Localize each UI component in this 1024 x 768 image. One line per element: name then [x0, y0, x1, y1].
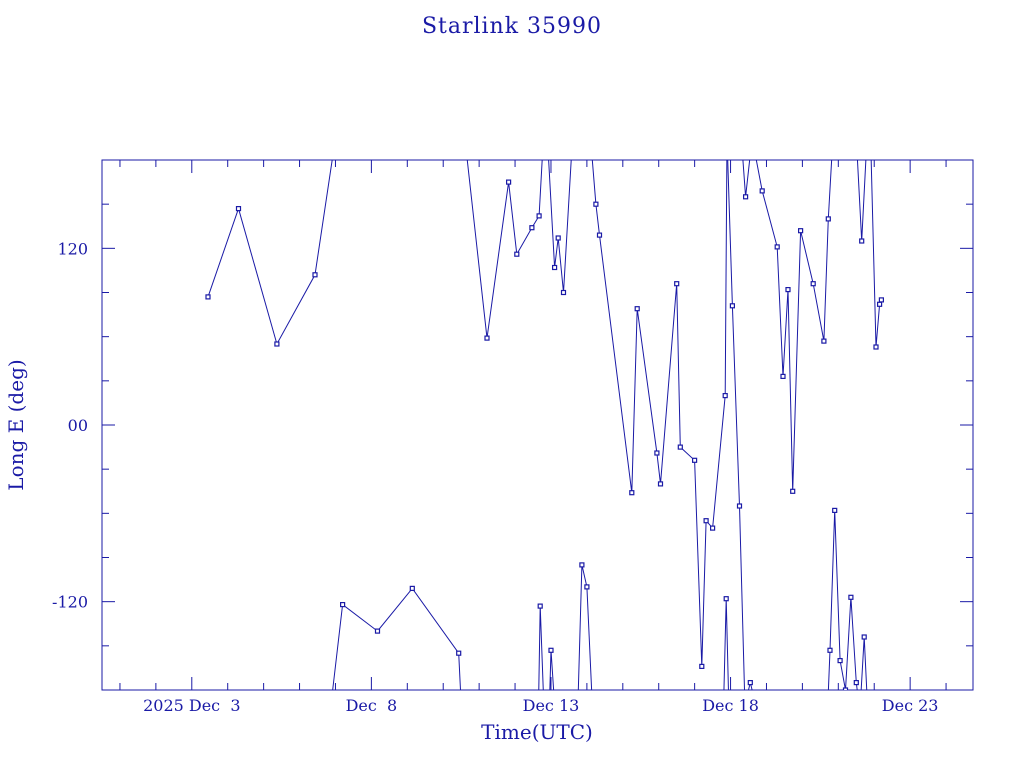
y-axis-title: Long E (deg)	[4, 359, 28, 490]
data-point	[555, 235, 561, 241]
data-point	[548, 647, 554, 653]
data-point	[584, 584, 590, 590]
data-point	[723, 596, 729, 602]
data-point	[506, 179, 512, 185]
series-line-2	[332, 587, 461, 690]
data-point	[747, 679, 753, 686]
data-point	[742, 194, 749, 200]
data-point	[484, 335, 490, 341]
data-point	[837, 657, 843, 664]
data-point	[699, 663, 705, 670]
data-point	[536, 213, 542, 219]
data-point	[456, 650, 462, 656]
x-tick-label: 2025 Dec 3	[143, 696, 240, 715]
series-line-5	[577, 564, 593, 690]
series-line-1	[207, 160, 333, 346]
data-point	[842, 687, 849, 690]
axis-tick-labels: 2025 Dec 3 Dec 8 Dec 13 Dec 18 Dec 23 120 00 -1…	[52, 239, 938, 715]
series-line-6	[591, 160, 728, 667]
chart-title: Starlink 35990	[421, 14, 603, 39]
data-point	[629, 490, 635, 496]
y-tick-label: -120	[52, 593, 88, 612]
data-point	[810, 281, 816, 287]
series-line-3	[466, 160, 572, 339]
data-point	[861, 634, 867, 640]
data-point	[729, 303, 736, 309]
series-line-8	[727, 160, 753, 690]
data-point	[657, 481, 664, 487]
series-line-12	[860, 636, 868, 690]
data-point	[759, 188, 765, 194]
data-point	[780, 373, 786, 379]
data-point	[312, 272, 318, 278]
y-tick-label: 00	[68, 416, 88, 435]
y-tick-label: 120	[57, 239, 88, 258]
data-point	[579, 562, 585, 568]
data-point	[634, 306, 640, 312]
data-point	[560, 289, 567, 296]
data-point	[235, 206, 242, 212]
data-point	[853, 679, 859, 686]
data-point	[821, 338, 827, 344]
series-line-9	[742, 160, 833, 492]
data-point	[537, 603, 543, 609]
data-point	[205, 294, 211, 300]
data-point	[674, 281, 680, 287]
series-line-4	[538, 606, 555, 690]
data-point	[677, 444, 683, 450]
data-point	[709, 525, 716, 531]
plot-frame	[101, 159, 974, 691]
data-point	[797, 228, 804, 234]
data-point	[691, 457, 698, 463]
data-point	[374, 628, 381, 634]
data-point	[790, 488, 796, 494]
data-point	[848, 594, 854, 600]
x-axis-title: Time(UTC)	[481, 720, 593, 744]
data-point	[876, 301, 883, 307]
data-point	[529, 225, 535, 231]
data-point	[409, 585, 415, 592]
data-point	[596, 232, 603, 238]
data-point	[785, 287, 791, 293]
x-tick-label: Dec 8	[346, 696, 398, 715]
data-point	[274, 341, 280, 347]
data-point	[514, 251, 520, 257]
data-point	[825, 216, 831, 222]
data-point	[873, 344, 879, 350]
data-point	[722, 393, 728, 399]
data-point	[832, 507, 838, 513]
data-point	[859, 238, 865, 244]
data-point	[774, 244, 780, 250]
series-line-10	[827, 510, 858, 690]
data-point	[654, 450, 660, 456]
data-point	[551, 264, 558, 271]
data-point	[827, 647, 833, 653]
data-point	[736, 503, 743, 509]
x-tick-label: Dec 13	[523, 696, 580, 715]
axis-ticks	[102, 160, 973, 690]
x-tick-label: Dec 23	[882, 696, 939, 715]
x-tick-label: Dec 18	[702, 696, 759, 715]
data-point	[878, 297, 885, 303]
data-point	[593, 201, 599, 207]
series-group	[205, 160, 885, 690]
data-point	[703, 518, 709, 524]
data-point	[340, 601, 346, 608]
